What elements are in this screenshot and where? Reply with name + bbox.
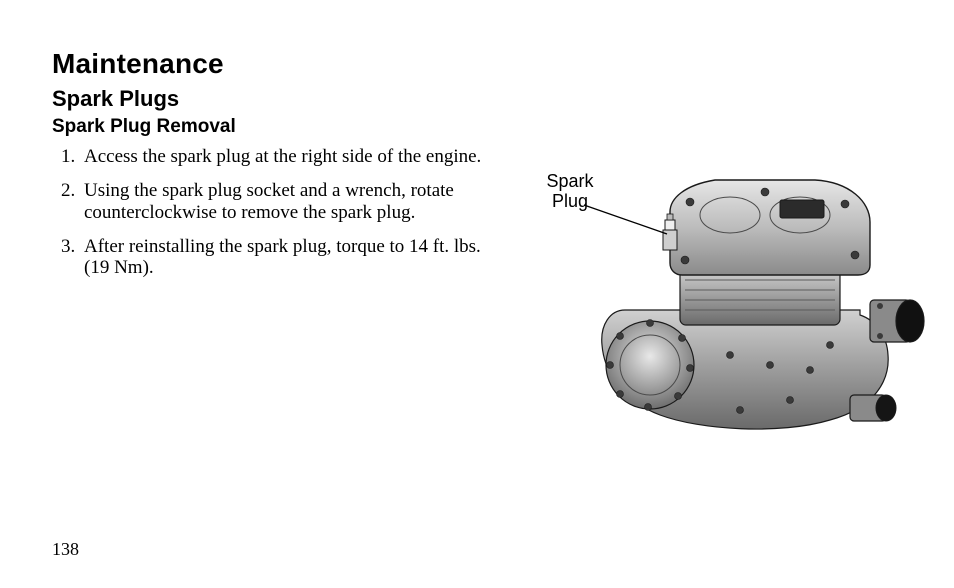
heading-maintenance: Maintenance — [52, 48, 492, 80]
callout-leader — [584, 205, 667, 234]
lower-port — [850, 395, 896, 421]
heading-spark-plug-removal: Spark Plug Removal — [52, 116, 492, 138]
page: Maintenance Spark Plugs Spark Plug Remov… — [0, 0, 954, 588]
step-item: Using the spark plug socket and a wrench… — [80, 180, 492, 224]
cylinder-barrel — [680, 270, 840, 325]
cylinder-head — [670, 180, 870, 275]
engine-illustration — [530, 160, 930, 460]
exhaust-port — [870, 300, 924, 342]
step-item: After reinstalling the spark plug, torqu… — [80, 236, 492, 280]
page-number: 138 — [52, 539, 79, 560]
engine-figure: Spark Plug — [530, 160, 930, 460]
step-item: Access the spark plug at the right side … — [80, 146, 492, 168]
steps-list: Access the spark plug at the right side … — [52, 146, 492, 279]
text-column: Maintenance Spark Plugs Spark Plug Remov… — [52, 48, 492, 291]
heading-spark-plugs: Spark Plugs — [52, 86, 492, 112]
